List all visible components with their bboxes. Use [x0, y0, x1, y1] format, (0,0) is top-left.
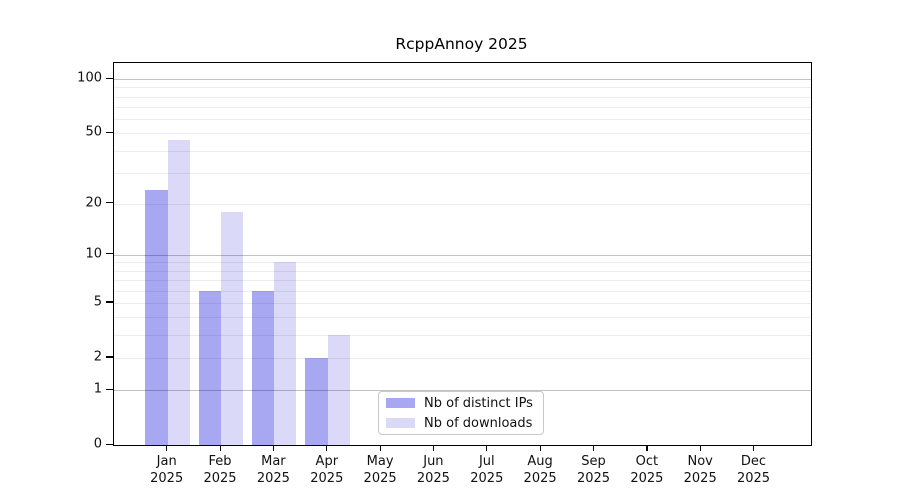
y-tick-label: 50 — [85, 124, 102, 140]
y-tick-mark — [106, 253, 113, 255]
y-tick-label: 10 — [85, 246, 102, 262]
x-tick-label-jan: Jan 2025 — [150, 454, 184, 486]
legend-color-patch — [386, 398, 415, 408]
legend-label: Nb of downloads — [424, 415, 533, 431]
x-tick-mark — [699, 445, 701, 451]
x-tick-label-feb: Feb 2025 — [203, 454, 237, 486]
bar-jan-downloads — [167, 139, 190, 445]
x-tick-label-aug: Aug 2025 — [523, 454, 557, 486]
bar-apr-downloads — [327, 335, 350, 445]
x-tick-mark — [219, 445, 221, 451]
legend-color-patch — [386, 418, 415, 428]
x-tick-label-jun: Jun 2025 — [416, 454, 450, 486]
y-tick-mark — [106, 202, 113, 204]
x-tick-mark — [379, 445, 381, 451]
x-tick-label-may: May 2025 — [363, 454, 397, 486]
x-tick-label-oct: Oct 2025 — [630, 454, 664, 486]
x-tick-label-jul: Jul 2025 — [470, 454, 504, 486]
legend-label: Nb of distinct IPs — [424, 395, 533, 411]
x-tick-label-sep: Sep 2025 — [576, 454, 611, 486]
legend: Nb of distinct IPs Nb of downloads — [378, 391, 544, 435]
y-tick-label: 1 — [93, 381, 102, 397]
x-tick-mark — [646, 445, 648, 451]
x-tick-mark — [166, 445, 168, 451]
y-tick-mark — [106, 443, 113, 445]
y-tick-mark — [106, 77, 113, 79]
x-tick-label-nov: Nov 2025 — [683, 454, 717, 486]
y-tick-label: 5 — [93, 294, 102, 310]
bar-apr-ips — [305, 357, 328, 445]
x-tick-label-dec: Dec 2025 — [736, 454, 771, 486]
y-tick-label: 0 — [93, 436, 102, 452]
x-tick-mark — [326, 445, 328, 451]
bar-jan-ips — [145, 189, 168, 445]
bar-feb-downloads — [221, 211, 244, 445]
y-tick-mark — [106, 131, 113, 133]
x-tick-label-apr: Apr 2025 — [310, 454, 344, 486]
x-tick-mark — [539, 445, 541, 451]
y-tick-label: 100 — [77, 70, 102, 86]
x-tick-mark — [432, 445, 435, 451]
y-tick-mark — [106, 301, 113, 303]
legend-entry: Nb of downloads — [386, 415, 543, 431]
bar-mar-ips — [251, 290, 275, 445]
x-tick-mark — [753, 445, 755, 451]
bar-feb-ips — [198, 290, 222, 445]
y-tick-label: 2 — [93, 349, 102, 365]
x-tick-mark — [593, 445, 595, 451]
chart-title: RcppAnnoy 2025 — [395, 35, 528, 53]
bars-layer — [114, 63, 811, 445]
plot-area — [113, 62, 812, 446]
y-tick-label: 20 — [85, 195, 102, 211]
x-tick-mark — [272, 445, 275, 451]
y-tick-mark — [106, 356, 113, 358]
x-tick-label-mar: Mar 2025 — [256, 454, 290, 486]
bar-mar-downloads — [274, 262, 297, 445]
y-tick-mark — [106, 388, 113, 390]
x-tick-mark — [486, 445, 488, 451]
legend-entry: Nb of distinct IPs — [386, 395, 543, 411]
